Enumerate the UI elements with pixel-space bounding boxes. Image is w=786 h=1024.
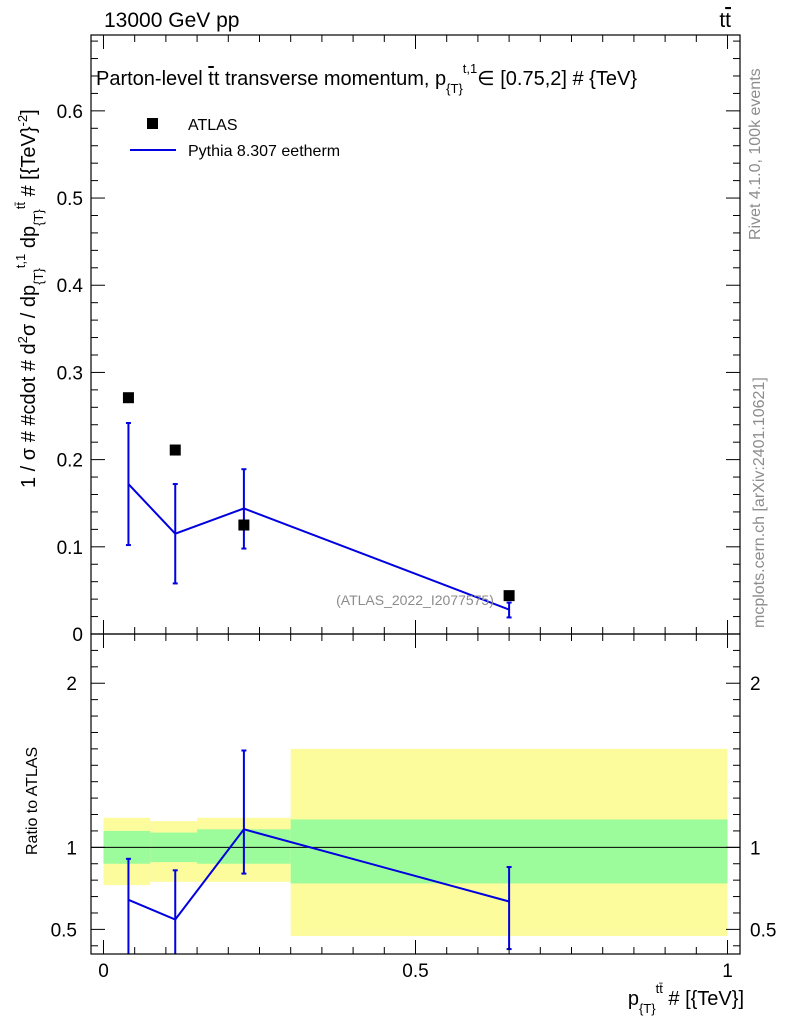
main-y-tick-label: 0.5: [57, 189, 83, 210]
atlas-data-point: [169, 444, 181, 456]
main-y-tick-label: 0.1: [57, 538, 83, 559]
main-y-tick-label: 0.2: [57, 451, 83, 472]
x-tick-label: 0.5: [402, 961, 428, 982]
atlas-data-point: [122, 392, 134, 404]
energy-label: 13000 GeV pp: [104, 9, 239, 32]
ratio-panel-axes: 0.5 0.5 1 1 2 2 0 0.5 1: [51, 634, 776, 982]
x-tick-label: 1: [722, 961, 733, 982]
ratio-panel-bands: [91, 748, 740, 936]
main-y-tick-label: 0.3: [57, 363, 83, 384]
atlas-data-point: [503, 590, 515, 602]
process-label: tt: [719, 9, 731, 32]
analysis-watermark: (ATLAS_2022_I2077575): [336, 592, 494, 608]
ratio-y-tick-label: 0.5: [51, 920, 77, 941]
legend-atlas-label: ATLAS: [188, 117, 238, 134]
ratio-panel-data: [125, 749, 512, 954]
main-y-tick-label: 0.4: [57, 276, 84, 297]
atlas-data-point: [238, 519, 250, 531]
ratio-y-tick-label-right: 2: [750, 674, 761, 695]
x-tick-label: 0: [98, 961, 109, 982]
chart-title: Parton-level tt transverse momentum, p{T…: [96, 61, 637, 96]
main-y-axis-label: 1 / σ # #cdot # d2σ / dp{T}t,1 dp{T}tt̄ …: [13, 109, 46, 488]
legend: ATLAS Pythia 8.307 eetherm: [130, 117, 340, 160]
ratio-y-tick-label: 2: [66, 674, 77, 695]
ratio-y-tick-label-right: 1: [750, 838, 761, 859]
legend-mc-label: Pythia 8.307 eetherm: [188, 143, 340, 160]
main-panel-axes: 0 0.1 0.2 0.3 0.4 0.5 0.6: [57, 35, 740, 646]
main-y-tick-label: 0.6: [57, 102, 83, 123]
main-y-tick-label: 0: [72, 625, 83, 646]
mc-series-line: [127, 483, 510, 611]
main-panel-data: [122, 392, 515, 619]
ratio-y-axis-label: Ratio to ATLAS: [24, 747, 41, 855]
mcplots-label: mcplots.cern.ch [arXiv:2401.10621]: [751, 377, 768, 628]
x-axis-label: p{T}tt̄ # [{TeV}]: [628, 981, 744, 1016]
legend-atlas-marker: [147, 118, 158, 129]
ratio-y-tick-label: 1: [66, 838, 77, 859]
ratio-y-tick-label-right: 0.5: [750, 920, 776, 941]
rivet-label: Rivet 4.1.0, 100k events: [747, 68, 764, 240]
ratio-series-line: [128, 828, 510, 921]
